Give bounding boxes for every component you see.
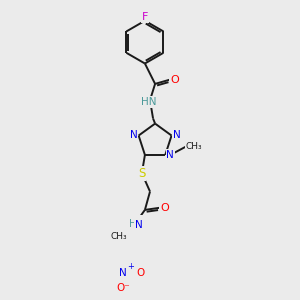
Text: N: N [130, 130, 137, 140]
Text: H: H [129, 219, 136, 229]
Text: O: O [136, 268, 145, 278]
Text: O: O [170, 75, 179, 85]
Text: HN: HN [141, 97, 157, 107]
Text: CH₃: CH₃ [185, 142, 202, 151]
Text: O⁻: O⁻ [116, 283, 130, 293]
Text: N: N [135, 220, 143, 230]
Text: N: N [167, 150, 174, 160]
Text: O: O [160, 203, 169, 213]
Text: N: N [173, 130, 181, 140]
Text: CH₃: CH₃ [110, 232, 127, 242]
Text: N: N [119, 268, 127, 278]
Text: S: S [138, 167, 146, 180]
Text: +: + [127, 262, 134, 271]
Text: F: F [142, 12, 148, 22]
